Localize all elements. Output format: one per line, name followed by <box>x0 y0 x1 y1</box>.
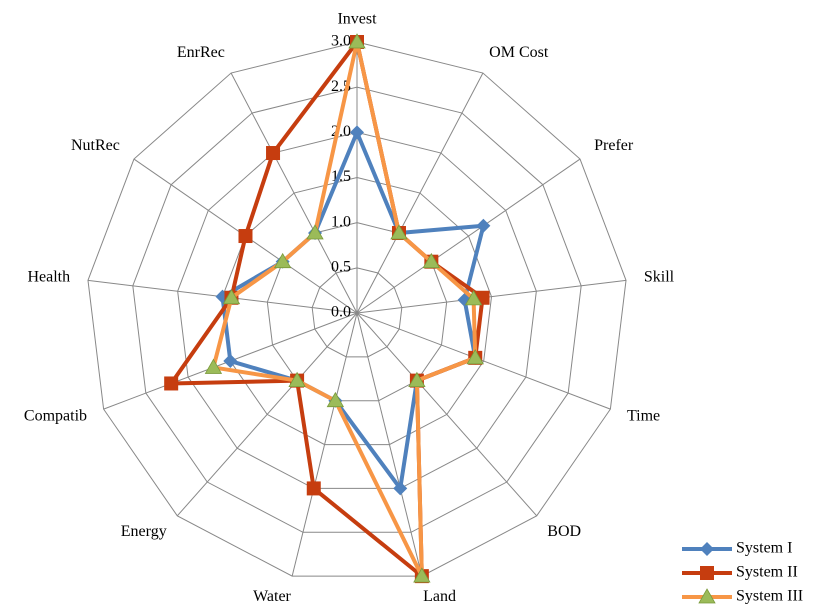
legend-marker <box>700 566 714 580</box>
category-label: Compatib <box>24 408 87 425</box>
spoke <box>356 312 423 577</box>
legend-label: System I <box>736 540 792 557</box>
category-label: Water <box>253 588 291 605</box>
data-point <box>466 349 484 365</box>
category-label: Prefer <box>594 137 634 154</box>
category-label: Time <box>627 408 660 425</box>
category-label: BOD <box>547 523 581 540</box>
data-point <box>306 224 324 240</box>
data-point <box>422 252 441 269</box>
data-point <box>273 252 292 269</box>
spoke <box>230 72 358 314</box>
category-label: Skill <box>644 268 675 285</box>
category-label: Invest <box>337 11 377 28</box>
legend-label: System II <box>736 564 798 581</box>
r-tick-label: 0.5 <box>331 259 351 276</box>
grid-ring <box>132 86 582 533</box>
r-tick-label: 0.0 <box>331 304 351 321</box>
category-label: OM Cost <box>489 44 549 61</box>
data-point <box>306 481 321 496</box>
data-point <box>348 33 366 49</box>
category-label: Land <box>423 588 456 605</box>
data-point <box>238 229 253 244</box>
legend-marker <box>700 542 714 556</box>
category-label: Health <box>27 268 70 285</box>
legend-label: System III <box>736 588 803 605</box>
category-label: EnrRec <box>177 44 225 61</box>
data-point <box>408 371 426 388</box>
data-point <box>390 224 408 240</box>
grid-ring <box>87 41 627 577</box>
spoke <box>356 72 484 314</box>
legend-entry: System I <box>682 540 792 557</box>
legend-entry: System II <box>682 564 798 581</box>
spoke <box>356 312 611 410</box>
spoke <box>176 312 358 517</box>
spoke <box>291 312 358 577</box>
data-point <box>476 218 491 233</box>
data-point <box>413 567 431 583</box>
r-tick-label: 1.0 <box>331 213 351 230</box>
spoke <box>356 158 581 314</box>
data-point <box>350 125 364 140</box>
data-point <box>326 391 345 408</box>
spoke <box>356 279 627 314</box>
grid-ring <box>311 267 403 358</box>
legend-entry: System III <box>682 588 803 605</box>
data-point <box>204 358 223 374</box>
legend-marker <box>698 588 716 604</box>
spoke <box>356 312 538 517</box>
data-point <box>288 371 306 388</box>
category-label: NutRec <box>71 137 120 154</box>
r-tick-label: 3.0 <box>331 33 351 50</box>
data-point <box>464 290 483 306</box>
data-point <box>223 354 238 369</box>
data-point <box>164 376 179 391</box>
data-point <box>393 481 408 496</box>
category-label: Energy <box>121 523 167 540</box>
data-point <box>266 146 281 161</box>
data-point <box>222 288 241 305</box>
grid-ring <box>177 131 537 489</box>
